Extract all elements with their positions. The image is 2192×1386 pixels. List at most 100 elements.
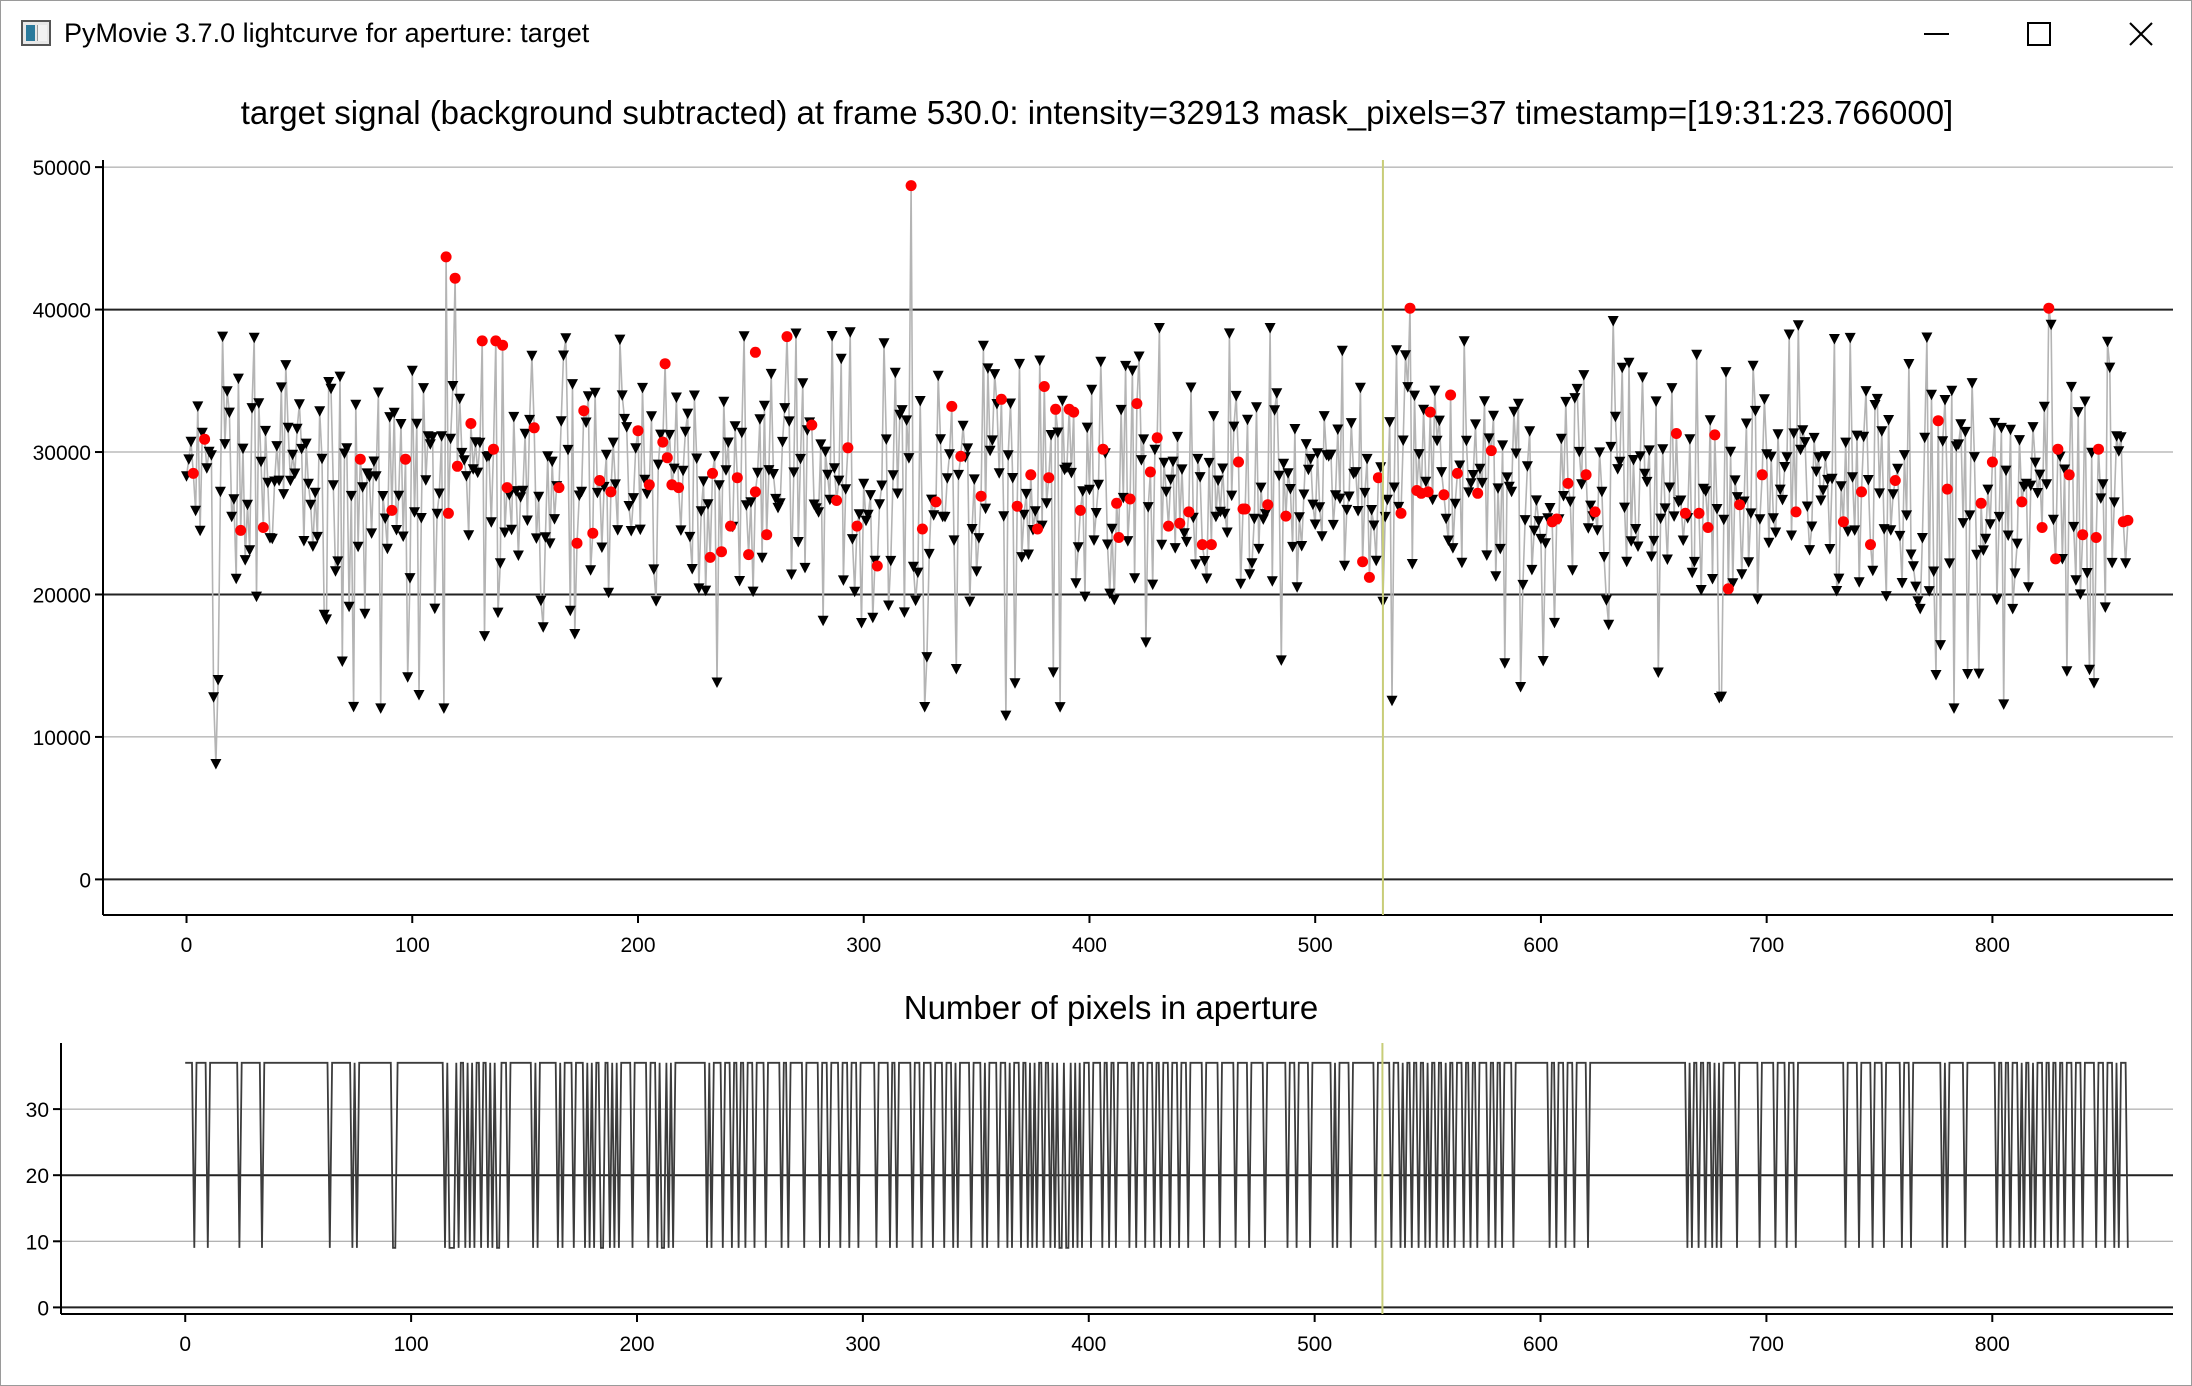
data-point-black [1571, 383, 1583, 395]
minimize-button[interactable] [1887, 1, 1987, 67]
data-point-red [1932, 415, 1944, 427]
data-point-black [2108, 497, 2120, 508]
data-point-red [1551, 513, 1563, 525]
data-point-black [1212, 475, 1224, 486]
data-point-black [185, 436, 197, 448]
data-point-black [1876, 426, 1888, 437]
data-point-black [1223, 328, 1235, 339]
data-point-black [1594, 447, 1606, 458]
plot-area[interactable]: target signal (background subtracted) at… [1, 67, 2191, 1385]
data-point-black [914, 396, 926, 407]
data-point-black [228, 494, 240, 505]
data-point-red [528, 422, 540, 434]
data-point-black [1783, 329, 1795, 340]
data-point-black [1813, 452, 1825, 463]
data-point-black [1916, 533, 1928, 544]
data-point-black [429, 603, 441, 615]
maximize-button[interactable] [1989, 1, 2089, 67]
data-point-black [887, 470, 899, 481]
data-point-black [223, 407, 235, 419]
data-point-black [291, 423, 303, 435]
data-point-black [682, 408, 694, 420]
data-point-black [1549, 617, 1560, 629]
data-point-black [1020, 488, 1032, 500]
close-button[interactable] [2091, 1, 2191, 67]
data-point-black [1691, 349, 1703, 361]
data-point-black [2047, 514, 2059, 526]
data-point-red [199, 433, 211, 445]
data-point-black [966, 524, 978, 535]
data-point-black [1896, 578, 1908, 589]
data-point-black [1971, 549, 1983, 561]
data-point-black [539, 532, 551, 543]
data-point-black [1208, 411, 1220, 422]
data-point-black [1555, 433, 1567, 445]
x-tick-label: 200 [619, 1333, 654, 1356]
data-point-black [1366, 505, 1378, 516]
data-point-black [1251, 402, 1262, 413]
data-point-red [2043, 302, 2055, 314]
data-point-black [244, 545, 256, 556]
data-point-black [1675, 495, 1687, 506]
data-point-red [1043, 472, 1055, 484]
data-point-black [1456, 557, 1468, 569]
data-point-black [2002, 530, 2014, 541]
data-point-black [391, 525, 402, 536]
data-point-black [1860, 386, 1872, 397]
data-point-black [1524, 426, 1536, 437]
data-point-black [1874, 488, 1885, 499]
data-point-red [731, 472, 743, 484]
data-point-black [467, 464, 479, 475]
data-point-red [1986, 456, 1998, 468]
data-point-black [1677, 535, 1689, 546]
data-point-black [953, 469, 964, 481]
data-point-black [625, 526, 637, 537]
data-point-black [600, 449, 612, 461]
y-tick-label: 0 [37, 1297, 49, 1320]
data-point-black [609, 479, 621, 490]
data-point-black [226, 511, 238, 523]
data-point-black [754, 414, 766, 425]
data-point-black [1302, 464, 1314, 476]
data-point-black [2097, 479, 2109, 490]
data-point-black [372, 387, 384, 398]
data-point-black [1158, 457, 1170, 469]
data-point-black [1054, 702, 1066, 713]
data-point-black [1002, 450, 1014, 461]
data-point-black [677, 465, 689, 477]
data-point-black [1375, 462, 1387, 473]
data-point-black [1429, 385, 1441, 397]
data-point-black [293, 399, 305, 410]
title-bar[interactable]: PyMovie 3.7.0 lightcurve for aperture: t… [1, 1, 2191, 67]
data-point-black [1912, 596, 1924, 607]
data-point-red [725, 520, 736, 532]
data-point-black [1316, 531, 1328, 542]
data-point-red [1856, 486, 1867, 498]
data-point-black [1919, 432, 1931, 444]
data-point-black [1343, 491, 1355, 502]
data-point-black [1440, 513, 1452, 525]
data-point-black [1045, 430, 1057, 441]
data-point-black [1564, 496, 1576, 508]
data-point-black [2102, 336, 2113, 348]
data-point-black [1368, 520, 1380, 531]
data-point-black [1847, 472, 1858, 483]
data-point-black [1077, 486, 1089, 497]
data-point-black [1519, 515, 1531, 526]
data-point-black [849, 586, 861, 598]
signal-plot[interactable]: 0 10000 20000 30000 40000 50000 0 100 200 300 400 5… [33, 157, 2173, 957]
data-point-black [424, 439, 436, 450]
data-point-black [935, 434, 946, 445]
data-point-black [688, 390, 700, 401]
data-point-red [1693, 507, 1705, 519]
data-point-black [458, 455, 470, 466]
data-point-black [612, 525, 624, 536]
data-point-black [1910, 581, 1922, 593]
data-point-black [537, 622, 549, 633]
data-point-black [1815, 495, 1827, 506]
data-point-black [530, 533, 542, 544]
data-point-black [436, 431, 448, 442]
data-point-black [370, 471, 382, 482]
data-point-black [2106, 557, 2118, 569]
